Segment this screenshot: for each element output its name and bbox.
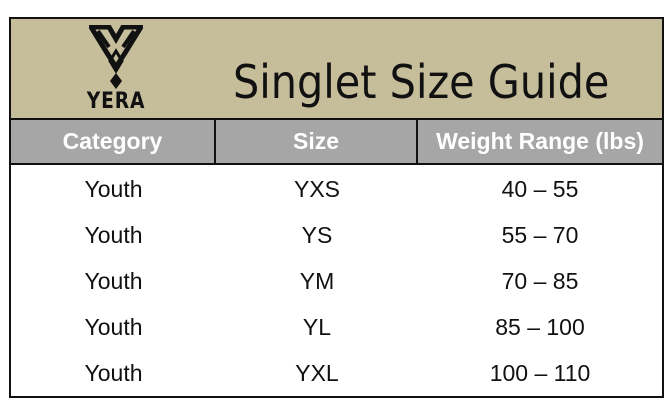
cell-size: YL (302, 313, 332, 340)
cell-category: Youth (84, 267, 143, 294)
banner: YERA Singlet Size Guide (11, 19, 662, 120)
cell-weight: 100 – 110 (489, 359, 591, 386)
brand-name: YERA (86, 89, 146, 114)
logo: YERA (81, 25, 151, 115)
cell-weight: 40 – 55 (501, 175, 579, 202)
size-guide-table: YERA Singlet Size Guide Category Size We… (9, 17, 664, 398)
table-row: Youth YM 70 – 85 (11, 258, 662, 304)
cell-category: Youth (84, 175, 143, 202)
table-row: Youth YXS 40 – 55 (11, 166, 662, 212)
cell-category: Youth (84, 313, 143, 340)
cell-size: YXL (295, 359, 339, 386)
cell-category: Youth (84, 221, 143, 248)
cell-category: Youth (84, 359, 143, 386)
cell-weight: 70 – 85 (501, 267, 579, 294)
table-row: Youth YS 55 – 70 (11, 212, 662, 258)
page-title: Singlet Size Guide (233, 55, 610, 109)
header-size: Size (216, 120, 418, 163)
cell-weight: 85 – 100 (495, 313, 585, 340)
yera-logo-icon (89, 25, 143, 89)
table-row: Youth YXL 100 – 110 (11, 350, 662, 396)
cell-size: YXS (293, 175, 341, 202)
header-row: Category Size Weight Range (lbs) (11, 120, 662, 165)
cell-size: YM (299, 267, 335, 294)
cell-size: YS (301, 221, 333, 248)
header-category: Category (11, 120, 216, 163)
cell-weight: 55 – 70 (501, 221, 579, 248)
header-weight-range: Weight Range (lbs) (436, 128, 644, 154)
table-row: Youth YL 85 – 100 (11, 304, 662, 350)
